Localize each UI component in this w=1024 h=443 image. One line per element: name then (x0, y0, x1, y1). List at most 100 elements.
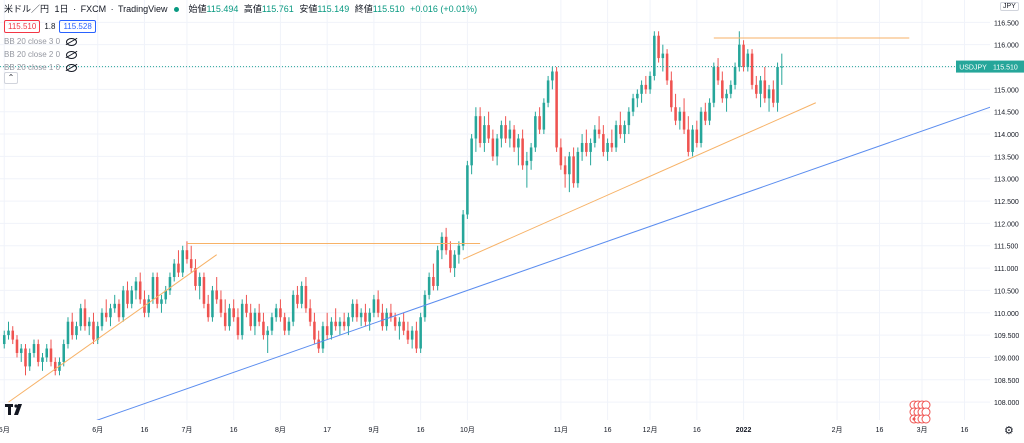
candle-up (79, 308, 83, 327)
time-tick-label: 9月 (368, 426, 379, 434)
time-tick-label: 17 (323, 427, 331, 434)
price-tick-label: 116.000 (994, 43, 1019, 50)
candle-up (580, 142, 584, 152)
candle-up (338, 321, 342, 327)
candle-up (534, 116, 537, 148)
candle-down (449, 250, 452, 269)
sell-button[interactable]: 115.510 (4, 19, 41, 33)
candle-down (279, 308, 282, 318)
candle-down (619, 125, 622, 135)
candle-up (172, 263, 176, 278)
price-tick-label: 109.500 (994, 333, 1019, 340)
candle-up (113, 303, 116, 309)
candle-down (257, 312, 261, 322)
candle-up (427, 277, 431, 295)
market-status-dot (173, 6, 179, 12)
eye-hidden-icon[interactable] (66, 50, 78, 59)
candle-down (721, 80, 724, 99)
candle-up (385, 312, 388, 327)
gear-icon[interactable]: ⚙ (1004, 425, 1014, 437)
candle-down (334, 321, 337, 327)
candle-down (53, 361, 57, 371)
candle-up (291, 294, 295, 322)
time-axis[interactable]: 5月 6月 16 7月 16 8月 17 9月 16 10月 11月 16 12月 16 2022 2月 16 3… (0, 420, 990, 438)
candle-down (695, 129, 699, 143)
candle-down (772, 89, 775, 103)
candle-up (372, 299, 376, 313)
time-tick-label: 10月 (460, 426, 475, 434)
indicator-row[interactable]: BB 20 close 2 0 (4, 48, 477, 61)
candle-down (491, 138, 495, 157)
candle-up (75, 326, 78, 336)
currency-tag[interactable]: JPY (1000, 2, 1019, 11)
candlestick-chart[interactable]: USDJPY (0, 0, 1003, 443)
candle-up (419, 317, 422, 349)
price-tick-label: 113.500 (994, 154, 1019, 161)
tradingview-logo-icon[interactable] (5, 404, 27, 419)
time-tick-label: 16 (141, 427, 149, 434)
chart-legend: 米ドル／円 1日 · FXCM · TradingView 始値115.494 … (4, 2, 477, 74)
candle-down (572, 156, 575, 184)
candle-down (11, 330, 15, 340)
candle-down (585, 142, 588, 152)
candle-down (194, 268, 197, 286)
symbol-source: FXCM (80, 4, 107, 14)
candle-up (7, 330, 10, 336)
buy-button[interactable]: 115.528 (59, 19, 96, 33)
candle-down (364, 312, 367, 322)
candle-up (457, 245, 461, 255)
candle-up (606, 142, 609, 152)
high-value: 115.761 (261, 4, 294, 14)
current-price-value: 115.510 (993, 65, 1018, 72)
indicator-row[interactable]: BB 20 close 3 0 (4, 35, 477, 48)
collapse-legend-button[interactable]: ⌃ (4, 72, 18, 84)
indicator-label: BB 20 close 1 0 (4, 63, 61, 72)
candle-down (602, 134, 605, 152)
candle-up (627, 111, 631, 126)
price-tick-label: 110.500 (994, 288, 1019, 295)
candle-down (555, 71, 558, 148)
eye-hidden-icon[interactable] (66, 37, 78, 46)
open-value: 115.494 (206, 4, 239, 14)
candle-up (266, 330, 269, 336)
candle-up (738, 44, 741, 68)
candle-up (453, 254, 456, 269)
candle-down (70, 321, 74, 336)
indicator-row[interactable]: BB 20 close 1 0 (4, 61, 477, 74)
price-axis-labels: 116.500116.000115.500115.000114.500114.0… (990, 20, 1024, 407)
candle-down (512, 129, 516, 148)
candle-up (147, 299, 150, 313)
chart-area[interactable]: USDJPY (0, 0, 1003, 443)
candle-down (704, 111, 707, 121)
candle-up (359, 312, 363, 318)
time-tick-label: 16 (693, 427, 701, 434)
price-tick-label: 110.000 (994, 311, 1019, 318)
candle-up (712, 67, 716, 103)
candle-up (347, 317, 350, 327)
candle-up (270, 317, 274, 331)
candle-down (389, 312, 393, 318)
eye-hidden-icon[interactable] (66, 63, 78, 72)
symbol-row: 米ドル／円 1日 · FXCM · TradingView 始値115.494 … (4, 4, 478, 14)
tradingview-logo-shape (5, 404, 22, 415)
candle-down (223, 312, 227, 327)
candle-up (678, 111, 682, 121)
time-tick-label: 16 (961, 427, 969, 434)
time-tick-label: 16 (876, 427, 884, 434)
candle-down (317, 339, 320, 349)
candle-down (478, 116, 482, 143)
price-tick-label: 112.500 (994, 199, 1019, 206)
time-tick-label: 3月 (917, 426, 928, 434)
candle-up (623, 125, 626, 135)
candle-up (164, 290, 167, 300)
symbol-tag-label: USDJPY (959, 65, 987, 72)
symbol-interval[interactable]: 1日 (54, 4, 69, 14)
candle-down (283, 317, 286, 331)
time-tick-label: 2月 (832, 426, 843, 434)
economic-events[interactable] (908, 400, 940, 433)
candle-up (253, 312, 257, 327)
symbol-name[interactable]: 米ドル／円 (4, 4, 50, 14)
price-axis[interactable]: 116.500116.000115.500115.000114.500114.0… (990, 0, 1024, 438)
price-tick-label: 109.000 (994, 355, 1019, 362)
close-label: 終値 (354, 4, 373, 14)
